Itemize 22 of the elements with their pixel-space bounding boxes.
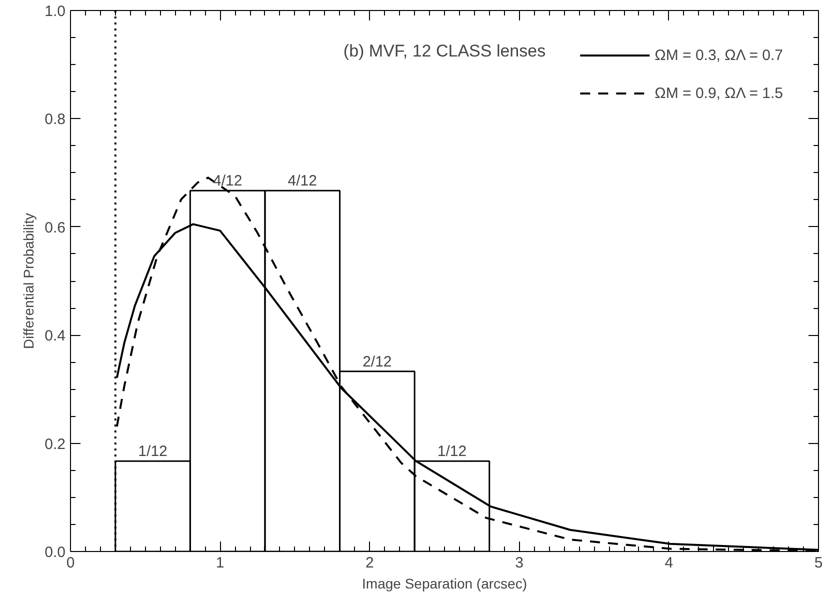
x-tick-label: 3 bbox=[515, 554, 524, 572]
y-tick-label: 0.2 bbox=[44, 436, 66, 453]
y-tick-label: 0.8 bbox=[44, 111, 66, 128]
annotation: 4/12 bbox=[212, 172, 242, 190]
annotation: 2/12 bbox=[362, 353, 392, 370]
y-axis-title: Differential Probability bbox=[20, 213, 37, 349]
annotation: 1/12 bbox=[437, 443, 467, 460]
y-tick-label: 0.4 bbox=[44, 328, 66, 345]
x-tick-label: 2 bbox=[366, 554, 374, 572]
x-axis-title: Image Separation (arcsec) bbox=[362, 576, 527, 592]
annotation: 4/12 bbox=[288, 172, 317, 190]
annotation: 1/12 bbox=[138, 443, 168, 460]
text: (b) MVF, 12 CLASS lenses bbox=[343, 42, 546, 60]
x-tick-label: 1 bbox=[216, 554, 224, 572]
y-tick-label: 0.6 bbox=[44, 219, 66, 236]
x-tick-label: 4 bbox=[664, 554, 674, 572]
legend-label: ΩM = 0.9, ΩΛ = 1.5 bbox=[654, 84, 783, 102]
y-tick-label: 1.0 bbox=[44, 3, 66, 20]
y-tick-label: 0.0 bbox=[44, 544, 66, 561]
x-tick-label: 0 bbox=[66, 554, 75, 572]
legend-label: ΩM = 0.3, ΩΛ = 0.7 bbox=[654, 46, 783, 64]
x-tick-label: 5 bbox=[814, 554, 823, 572]
